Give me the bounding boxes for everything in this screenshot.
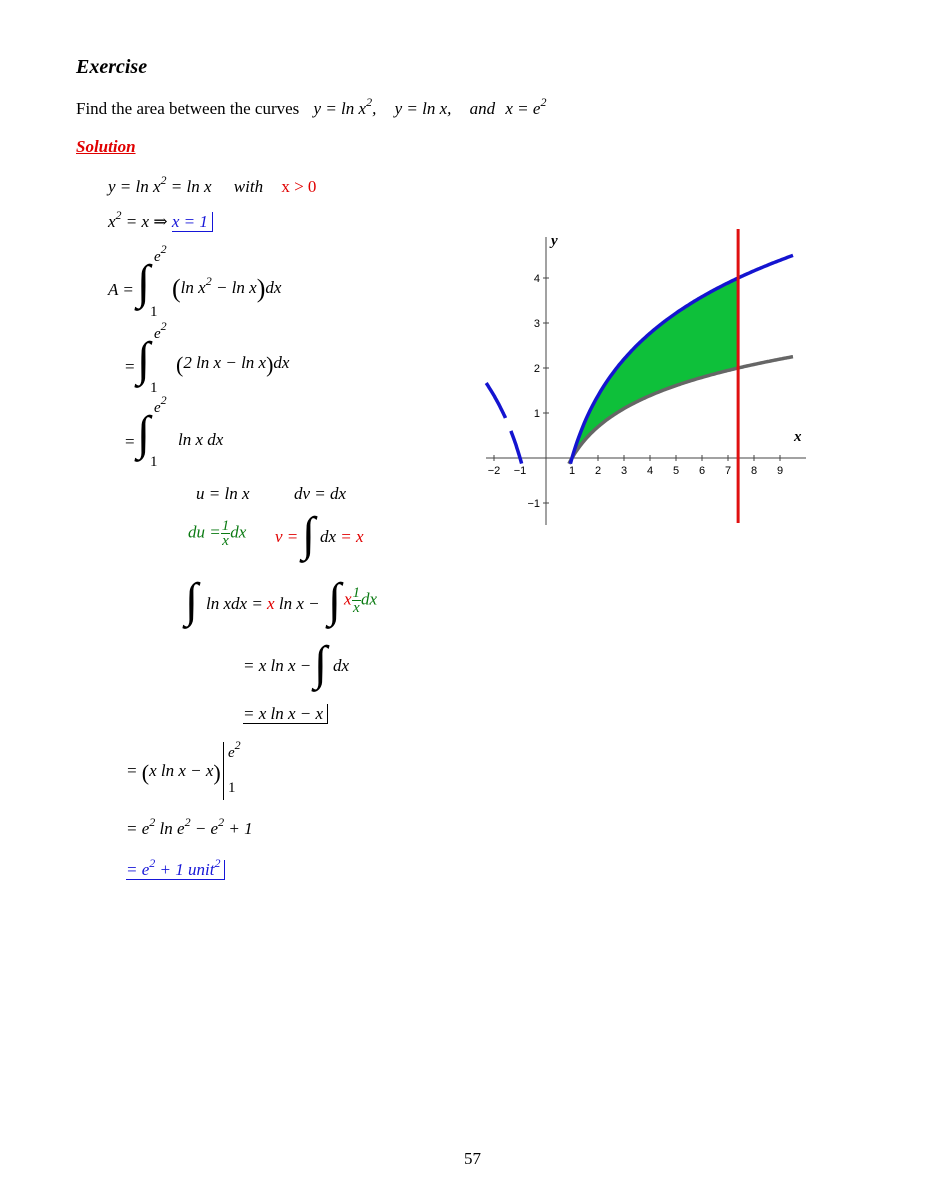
u-substitution: u = ln x (196, 484, 250, 503)
y-tick-label: 1 (534, 408, 540, 420)
integral-sign: ∫ (328, 574, 342, 627)
x-axis-label: x (793, 429, 802, 445)
curve-2: y = ln x, (394, 99, 452, 118)
y-tick-label: 4 (534, 273, 540, 285)
evaluation: = (x ln x − x) (126, 760, 221, 785)
curve-ln-x-squared-left-branch (484, 382, 524, 465)
integral-sign: ∫ (302, 508, 316, 561)
x-tick-label: 7 (725, 465, 731, 477)
x-tick-label: 4 (647, 465, 653, 477)
ibp-step2-dx: dx (333, 656, 350, 675)
du-expression: du = 1 x dx (188, 518, 247, 549)
result-step: = e2 ln e2 − e2 + 1 (126, 815, 253, 838)
solution-heading: Solution (76, 137, 136, 156)
problem-prefix: Find the area between the curves (76, 99, 300, 118)
y-axis-label: y (549, 233, 558, 249)
x-tick-label: 3 (621, 465, 627, 477)
integrand: ln x dx (178, 430, 224, 449)
v-label: v = (275, 527, 299, 546)
ibp-result: = x ln x − x (243, 704, 329, 724)
final-answer: = e2 + 1 unit2 (126, 856, 226, 880)
intersection-equation: y = ln x2 = ln x with x > 0 (108, 173, 317, 196)
x-tick-label: −2 (488, 465, 501, 477)
integral-sign: ∫ (137, 256, 151, 309)
exercise-heading: Exercise (76, 56, 148, 78)
dv-substitution: dv = dx (294, 484, 347, 503)
integral-sign: ∫ (185, 574, 199, 627)
x-tick-label: 8 (751, 465, 757, 477)
evaluation-bar (223, 742, 224, 800)
upper-limit: e2 (154, 393, 167, 416)
area-lhs: A = (108, 280, 134, 299)
ibp-lhs: ln xdx = x ln x − (206, 594, 320, 613)
conjunction: and (469, 99, 496, 118)
y-tick-label: 2 (534, 363, 540, 375)
curve-ln-x-squared (568, 253, 794, 465)
curve-1: y = ln x2, (313, 95, 377, 118)
y-tick-label: −1 (527, 498, 540, 510)
x-tick-label: 6 (699, 465, 705, 477)
eq-sign: = (125, 432, 135, 451)
shaded-area (572, 278, 739, 458)
upper-limit: e2 (154, 319, 167, 342)
integral-sign: ∫ (137, 333, 151, 386)
y-tick-label: 3 (534, 318, 540, 330)
upper-limit: e2 (154, 242, 167, 265)
lower-limit: 1 (228, 780, 236, 796)
ibp-step2: = x ln x − (243, 656, 312, 675)
area-graph: −2 −1 1 2 3 4 5 6 7 8 9 4 3 2 1 −1 x y (484, 229, 806, 525)
problem-statement: Find the area between the curves y = ln … (76, 95, 547, 119)
intersection-solution: x2 = x ⇒ x = 1 (108, 208, 213, 232)
lower-limit: 1 (150, 454, 158, 470)
integral-sign: ∫ (137, 407, 151, 460)
page-number: 57 (464, 1149, 481, 1168)
integrand: (ln x2 − ln x)dx (172, 274, 282, 303)
curve-ln-x (567, 354, 794, 465)
x-tick-label: 1 (569, 465, 575, 477)
x-tick-label: 9 (777, 465, 783, 477)
integral-sign: ∫ (314, 637, 328, 690)
eq-sign: = (125, 357, 135, 376)
x-tick-label: 5 (673, 465, 679, 477)
x-tick-label: 2 (595, 465, 601, 477)
lower-limit: 1 (150, 304, 158, 320)
ibp-integrand: x 1 x dx (344, 585, 378, 616)
upper-limit: e2 (228, 738, 241, 761)
v-dx: dx = x (320, 527, 364, 546)
curve-3: x = e2 (505, 95, 547, 118)
lower-limit: 1 (150, 380, 158, 396)
x-tick-label: −1 (514, 465, 527, 477)
integrand: (2 ln x − ln x)dx (176, 352, 290, 377)
